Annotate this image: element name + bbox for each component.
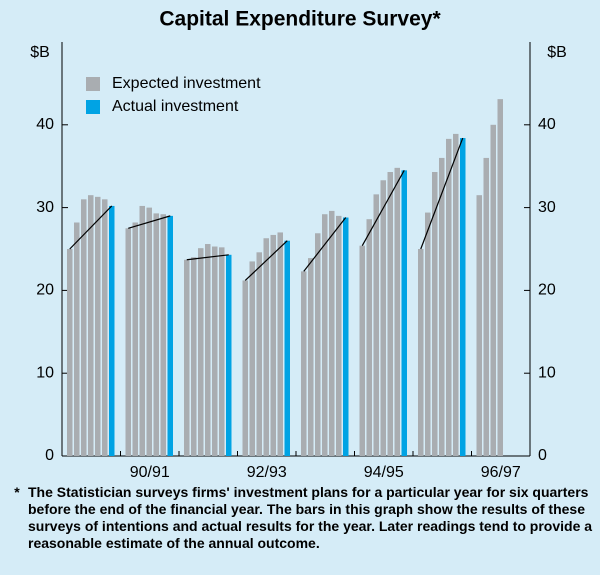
expected-bar	[146, 207, 152, 456]
expected-bar	[256, 252, 262, 456]
expected-bar	[88, 195, 94, 456]
y2-tick-label: 30	[538, 199, 556, 216]
trend-line	[420, 137, 464, 250]
expected-bar	[432, 171, 438, 456]
expected-bar	[446, 138, 452, 456]
expected-bar	[373, 194, 379, 457]
expected-bar	[366, 219, 372, 456]
y-tick-label: 0	[45, 447, 54, 464]
trend-line	[303, 217, 347, 272]
expected-bar	[315, 233, 321, 456]
trend-line	[244, 240, 288, 281]
expected-bar	[483, 157, 489, 457]
expected-bar	[191, 257, 197, 456]
expected-bar	[308, 258, 314, 456]
expected-bar	[497, 99, 503, 456]
expected-bar	[125, 228, 131, 456]
expected-bar	[270, 234, 276, 456]
expected-bar	[205, 244, 211, 456]
expected-bar	[322, 214, 328, 456]
footnote-marker: *	[14, 484, 20, 500]
chart-title: Capital Expenditure Survey*	[159, 8, 441, 31]
expected-bar	[277, 232, 283, 456]
expected-bar	[160, 214, 166, 456]
expected-bar	[453, 133, 459, 456]
expected-bar	[439, 157, 445, 457]
expected-bar	[301, 271, 307, 456]
legend-label: Actual investment	[112, 98, 239, 115]
y-tick-label: 10	[36, 364, 54, 381]
expected-bar	[425, 212, 431, 456]
expected-bar	[212, 246, 218, 456]
legend-swatch	[86, 77, 100, 91]
trend-line	[128, 215, 171, 229]
expected-bar	[418, 249, 424, 456]
trend-line	[361, 170, 405, 246]
expected-bar	[476, 195, 482, 456]
chart: Capital Expenditure Survey* $B $B 0 10 20 3…	[30, 8, 567, 482]
actual-bar	[460, 138, 466, 456]
expected-bar	[198, 248, 204, 456]
expected-bar	[67, 249, 73, 456]
trend-line	[69, 205, 113, 250]
actual-bar	[401, 170, 407, 456]
y-axis-label: $B	[30, 44, 50, 61]
expected-bar	[219, 247, 225, 456]
x-tick-label: 96/97	[481, 464, 521, 481]
trend-line	[186, 254, 229, 261]
expected-bar	[394, 167, 400, 456]
expected-bar	[74, 222, 80, 456]
y-tick-label: 30	[36, 199, 54, 216]
expected-bar	[263, 238, 269, 456]
y-tick-label: 40	[36, 116, 54, 133]
expected-bar	[139, 205, 145, 456]
expected-bar	[359, 245, 365, 456]
actual-bar	[167, 215, 173, 456]
y2-tick-label: 40	[538, 116, 556, 133]
expected-bar	[81, 199, 87, 456]
x-tick-label: 94/95	[364, 464, 404, 481]
legend-label: Expected investment	[112, 75, 261, 92]
actual-bar	[284, 240, 290, 456]
expected-bar	[153, 213, 159, 456]
expected-bar	[249, 261, 255, 456]
y-tick-label: 20	[36, 282, 54, 299]
expected-bar	[184, 259, 190, 456]
expected-bar	[380, 180, 386, 456]
y2-axis-label: $B	[547, 44, 567, 61]
footnote: * The Statistician surveys firms' invest…	[6, 484, 594, 552]
actual-bar	[343, 217, 349, 456]
footnote-text: The Statistician surveys firms' investme…	[28, 484, 593, 551]
expected-bar	[132, 222, 138, 456]
x-tick-label: 90/91	[130, 464, 170, 481]
expected-bar	[387, 171, 393, 456]
y2-tick-label: 0	[538, 447, 547, 464]
expected-bar	[242, 280, 248, 456]
actual-bar	[109, 205, 115, 456]
y2-tick-label: 20	[538, 282, 556, 299]
legend-swatch	[86, 100, 100, 114]
expected-bar	[336, 215, 342, 456]
expected-bar	[95, 196, 101, 456]
actual-bar	[226, 254, 232, 456]
expected-bar	[329, 210, 335, 456]
expected-bar	[490, 124, 496, 457]
y2-tick-label: 10	[538, 364, 556, 381]
expected-bar	[102, 199, 108, 456]
x-tick-label: 92/93	[247, 464, 287, 481]
